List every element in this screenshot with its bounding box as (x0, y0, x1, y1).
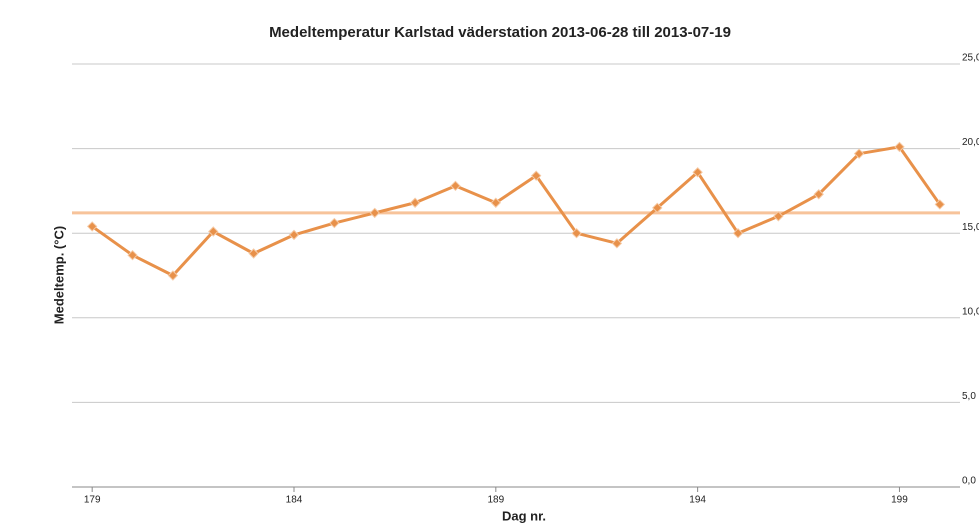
data-point (329, 217, 340, 229)
y-tick-label: 5,0 (962, 391, 976, 402)
y-tick-label: 25,0 (962, 53, 979, 64)
x-tick-label: 194 (689, 495, 706, 506)
data-point (208, 226, 219, 237)
data-point (530, 170, 542, 181)
chart-title: Medeltemperatur Karlstad väderstation 20… (269, 24, 731, 41)
data-point (248, 248, 259, 259)
data-point (813, 189, 824, 200)
y-tick-label: 10,0 (962, 306, 979, 317)
data-point (652, 202, 663, 214)
data-point (167, 270, 179, 281)
x-axis-title: Dag nr. (502, 508, 546, 523)
y-tick-label: 15,0 (962, 222, 979, 233)
data-point (692, 167, 703, 178)
x-tick-label: 199 (891, 495, 908, 506)
data-point (490, 197, 502, 208)
y-tick-label: 0,0 (962, 476, 976, 487)
x-tick-label: 184 (286, 495, 303, 506)
data-point (732, 227, 744, 239)
data-point (611, 238, 623, 249)
data-point (934, 199, 946, 210)
data-point (853, 148, 865, 159)
data-point (127, 249, 138, 261)
data-point (894, 141, 905, 153)
y-axis-title: Medeltemp. (°C) (51, 226, 66, 324)
data-point (86, 221, 98, 232)
data-point (369, 207, 380, 219)
x-tick-label: 189 (487, 495, 504, 506)
data-point (450, 180, 461, 192)
data-point (773, 211, 784, 222)
x-tick-label: 179 (84, 495, 101, 506)
data-point (288, 229, 300, 241)
data-point (571, 227, 582, 239)
data-point (409, 197, 421, 208)
y-tick-label: 20,0 (962, 137, 979, 148)
data-line (91, 145, 942, 277)
